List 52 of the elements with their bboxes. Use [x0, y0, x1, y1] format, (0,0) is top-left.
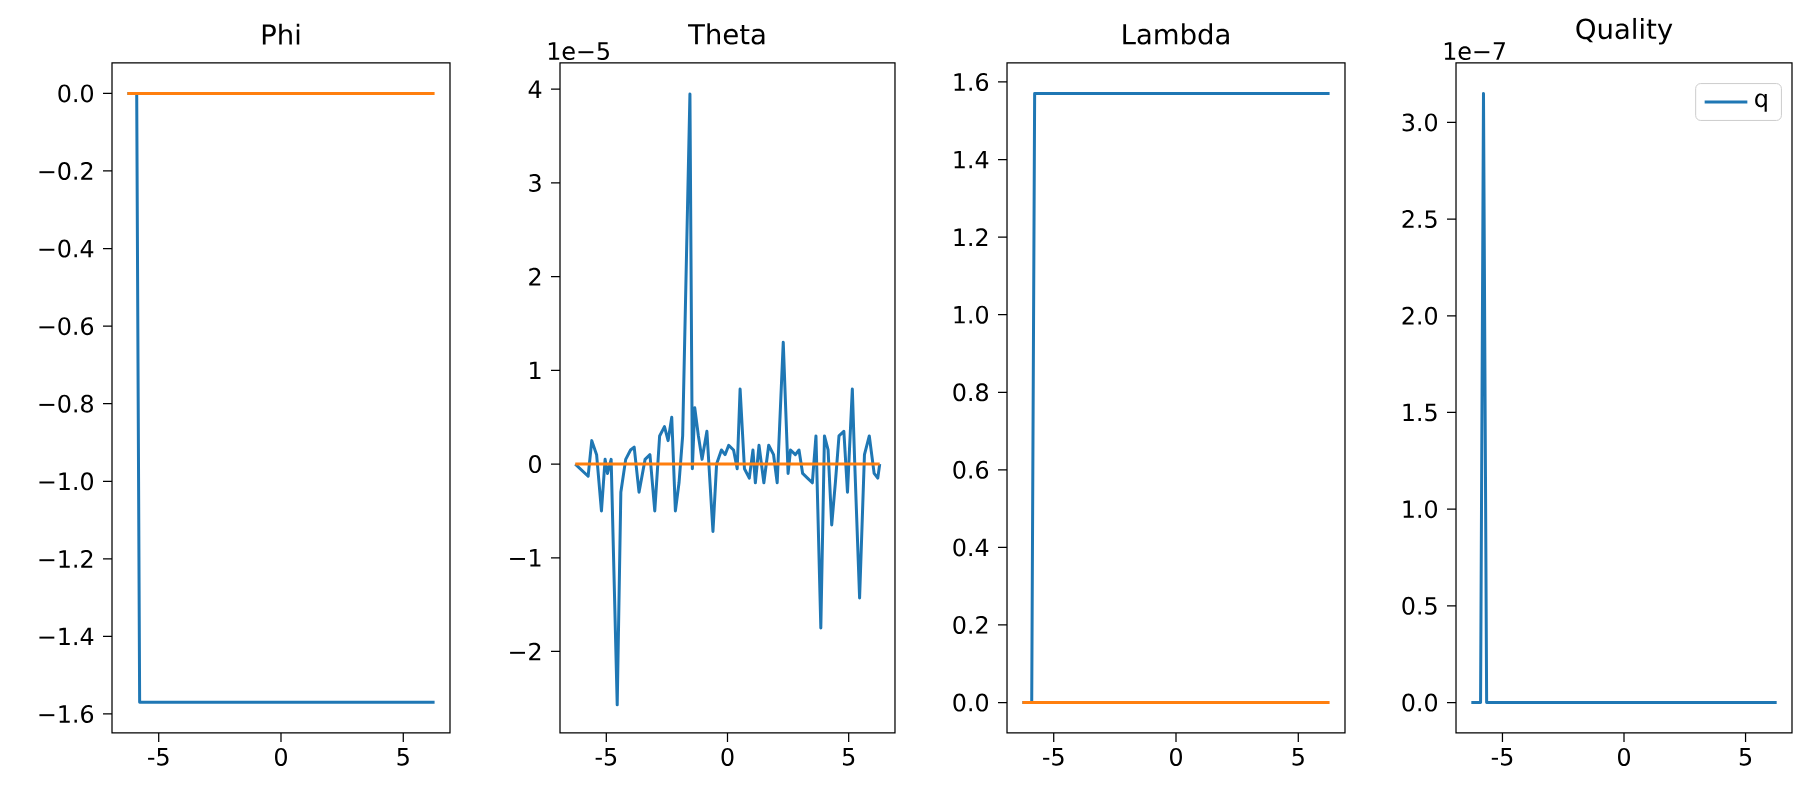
y-tick-label: 4 [528, 80, 542, 98]
x-tick-label: -5 [595, 747, 617, 766]
y-tick-label: −1.4 [39, 627, 94, 646]
y-tick-label: −0.4 [39, 239, 94, 258]
y-tick-label: 1.0 [1403, 500, 1438, 519]
y-tick-label: 1 [530, 361, 541, 380]
y-tick-label: −0.2 [39, 162, 93, 180]
x-tick-label: 5 [1292, 747, 1304, 766]
y-tick-label: 1.2 [954, 228, 988, 246]
y-tick-label: −0.8 [39, 394, 93, 413]
y-tick-label: 0.2 [953, 615, 988, 634]
y-tick-label: 0.5 [1402, 596, 1437, 615]
y-tick-label: 1.0 [954, 305, 989, 324]
chart-title: Quality [1576, 17, 1673, 45]
y-tick-label: 3.0 [1402, 113, 1438, 132]
x-tick-label: -5 [148, 747, 169, 766]
y-tick-label: 2.0 [1402, 306, 1438, 325]
x-tick-label: 0 [721, 747, 734, 766]
x-tick-label: 5 [1739, 747, 1752, 766]
y-tick-label: 0.4 [953, 538, 989, 557]
y-tick-label: −1.6 [39, 704, 94, 723]
x-tick-label: -5 [1043, 747, 1064, 766]
y-tick-label: −2 [510, 642, 541, 661]
x-tick-label: 0 [1618, 747, 1630, 766]
legend-label: q [1755, 93, 1767, 112]
y-tick-label: 0.0 [953, 693, 989, 712]
chart-title: Lambda [1123, 23, 1229, 45]
x-tick-label: -5 [1491, 747, 1513, 766]
x-tick-label: 5 [397, 747, 409, 766]
chart-title: Theta [688, 23, 765, 45]
y-tick-label: 1.4 [954, 150, 989, 169]
y-tick-label: −0.6 [39, 317, 94, 336]
y-tick-label: 0.0 [1402, 693, 1438, 712]
y-tick-label: 1.5 [1403, 403, 1437, 422]
y-tick-label: −1.0 [39, 472, 93, 491]
y-tick-label: 3 [529, 173, 541, 192]
y-tick-label: 0.6 [953, 460, 989, 479]
y-tick-label: 2.5 [1402, 210, 1437, 229]
y-tick-label: 0.8 [953, 383, 988, 402]
line-series [573, 92, 882, 707]
x-tick-label: 5 [842, 747, 855, 766]
y-tick-label: 0 [529, 455, 542, 474]
x-tick-label: 0 [1170, 747, 1182, 766]
y-tick-label: −1 [510, 549, 541, 567]
text: 1e−5 [548, 42, 609, 61]
chart-title: Phi [262, 23, 300, 45]
text: 1e−7 [1444, 42, 1505, 60]
y-tick-label: 0.0 [58, 84, 93, 103]
x-tick-label: 0 [275, 747, 287, 766]
y-tick-label: −1.2 [39, 550, 93, 568]
y-tick-label: 2 [529, 267, 541, 286]
y-tick-label: 1.6 [954, 72, 989, 91]
